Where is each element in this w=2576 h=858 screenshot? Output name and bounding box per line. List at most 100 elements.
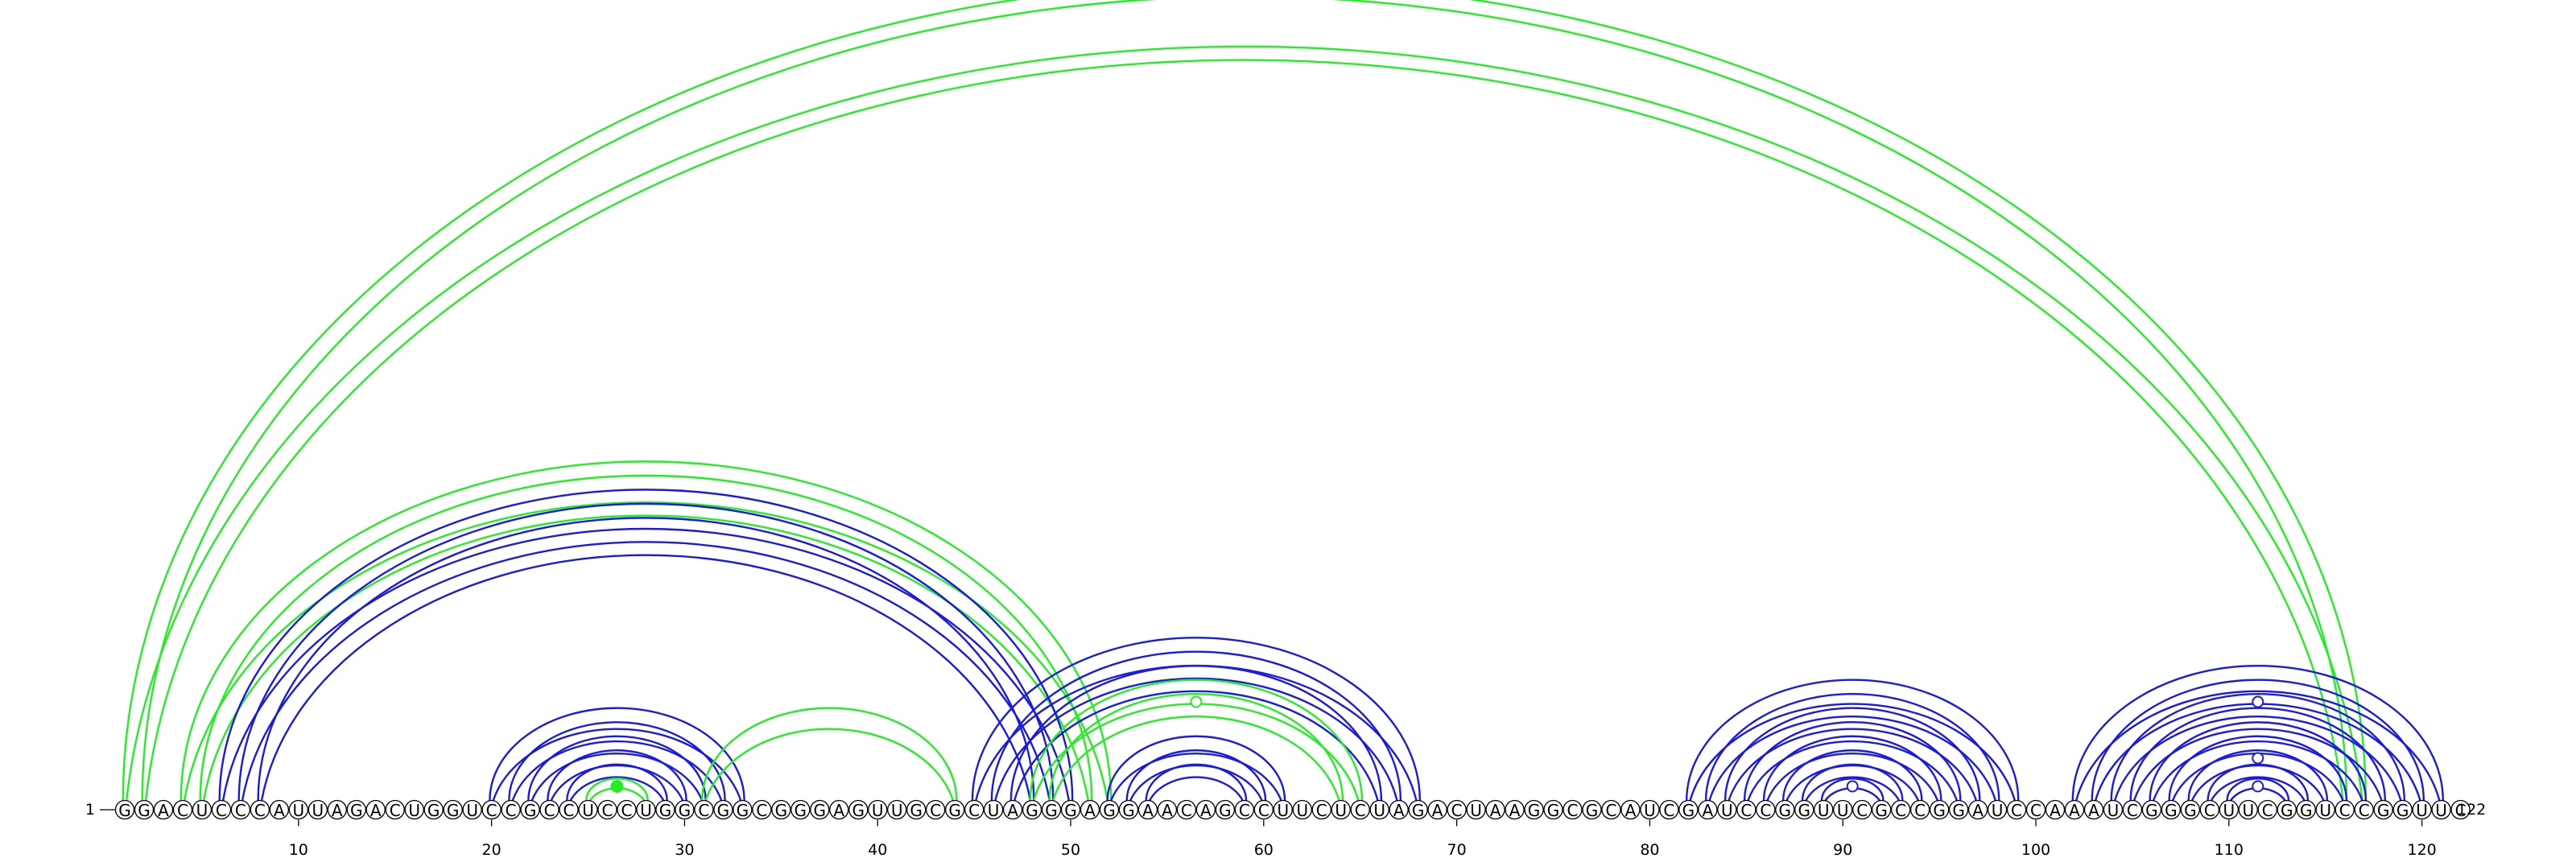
nucleotide-circle — [423, 799, 444, 820]
nucleotide-circle — [578, 799, 598, 820]
base-pair-arc-105-118 — [2129, 707, 2387, 801]
nucleotide-letter: G — [1779, 801, 1792, 820]
nucleotide-circle — [2103, 799, 2124, 820]
nucleotide-letter: C — [564, 801, 575, 820]
nucleotide-96: G — [1948, 799, 1969, 820]
nucleotide-circle — [810, 799, 830, 820]
nucleotide-letter: G — [659, 801, 672, 820]
nucleotide-109: C — [2199, 799, 2219, 820]
nucleotide-letter: U — [988, 801, 1000, 820]
nucleotide-circle — [2238, 799, 2258, 820]
nucleotide-circle — [2257, 799, 2277, 820]
nucleotide-letter: U — [1335, 801, 1347, 820]
base-pair-arc-52-61-inner — [1110, 753, 1282, 801]
nucleotide-circle — [1369, 799, 1389, 820]
nucleotide-83: A — [1698, 799, 1718, 820]
nucleotide-circle — [1601, 799, 1621, 820]
nucleotide-2: G — [134, 799, 155, 820]
base-pair-arc-53-60 — [1125, 749, 1267, 801]
nucleotide-circle — [1678, 799, 1699, 820]
base-pair-arc-83-98-inner — [1708, 715, 1997, 801]
nucleotide-circle — [617, 799, 637, 820]
nucleotide-33: G — [733, 799, 753, 820]
nucleotide-87: G — [1775, 799, 1795, 820]
nucleotide-8: C — [250, 799, 270, 820]
base-pair-arc-24-29-inner — [569, 776, 665, 802]
nucleotide-circle — [2141, 799, 2162, 820]
base-pair-arc-86-95-inner — [1766, 753, 1939, 801]
nucleotide-81: C — [1659, 799, 1679, 820]
base-pair-arc-49-64-inner — [1052, 715, 1340, 801]
nucleotide-62: U — [1292, 799, 1312, 820]
nucleotide-42: G — [906, 799, 927, 820]
nucleotide-34: C — [752, 799, 772, 820]
nucleotide-circle — [1775, 799, 1795, 820]
nucleotide-74: G — [1524, 799, 1544, 820]
nucleotide-51: A — [1080, 799, 1100, 820]
base-pair-arc-48-65-inner — [1033, 703, 1360, 801]
tick-label-120: 120 — [2407, 841, 2436, 858]
nucleotide-50: G — [1060, 799, 1081, 820]
base-pair-arc-45-68 — [971, 637, 1422, 801]
nucleotide-letter: G — [1122, 801, 1135, 820]
nucleotide-letter: G — [524, 801, 537, 820]
nucleotide-82: G — [1678, 799, 1699, 820]
nucleotide-circle — [2161, 799, 2182, 820]
nucleotide-letter: A — [1432, 801, 1443, 820]
nucleotide-letter: U — [292, 801, 304, 820]
nucleotide-circle — [2431, 799, 2451, 820]
nucleotide-letter: G — [910, 801, 923, 820]
nucleotide-letter: G — [1875, 801, 1888, 820]
nucleotide-circle — [462, 799, 482, 820]
nucleotide-52: G — [1099, 799, 1120, 820]
base-pair-arc-24-29 — [566, 763, 668, 801]
nucleotide-letter: G — [350, 801, 363, 820]
nucleotide-110: U — [2219, 799, 2239, 820]
nucleotide-letter: C — [1567, 801, 1579, 820]
base-pair-arc-53-60-inner — [1129, 764, 1263, 801]
nucleotide-circle — [1717, 799, 1737, 820]
base-pair-arc-1-117-inner — [126, 45, 2363, 801]
nucleotide-letter: C — [2204, 801, 2215, 820]
nucleotide-circle — [1099, 799, 1120, 820]
nucleotide-89: U — [1814, 799, 1834, 820]
nucleotide-letter: U — [2435, 801, 2447, 820]
nucleotide-letter: C — [506, 801, 517, 820]
base-pair-arc-22-31-inner — [530, 753, 704, 801]
nucleotide-letter: C — [1451, 801, 1463, 820]
nucleotide-circle — [944, 799, 965, 820]
nucleotide-letter: C — [1316, 801, 1327, 820]
nucleotide-117: C — [2354, 799, 2374, 820]
nucleotide-letter: C — [698, 801, 709, 820]
nucleotide-circle — [269, 799, 289, 820]
nucleotide-circle — [1292, 799, 1312, 820]
nucleotide-circle — [153, 799, 174, 820]
nucleotide-circle — [655, 799, 675, 820]
nucleotide-76: C — [1563, 799, 1583, 820]
nucleotide-letter: A — [274, 801, 285, 820]
nucleotide-98: U — [1987, 799, 2008, 820]
nucleotide-letter: C — [2262, 801, 2273, 820]
nucleotide-10: U — [288, 799, 308, 820]
nucleotide-letter: A — [1393, 801, 1405, 820]
nucleotide-letter: G — [1682, 801, 1695, 820]
nucleotide-23: C — [539, 799, 559, 820]
base-pair-arc-25-28 — [585, 778, 649, 801]
nucleotide-circle — [2373, 799, 2393, 820]
nucleotide-circle — [1447, 799, 1467, 820]
nucleotide-circle — [2006, 799, 2027, 820]
nucleotide-letter: C — [1856, 801, 1868, 820]
position-axis: 10 20 30 40 50 60 70 80 90 100 110 120 — [289, 819, 2437, 858]
nucleotide-circle — [1485, 799, 1505, 820]
nucleotide-circle — [308, 799, 328, 820]
nucleotide-92: G — [1872, 799, 1892, 820]
nucleotide-31: C — [694, 799, 714, 820]
base-pair-arc-86-95 — [1762, 735, 1942, 801]
nucleotide-letter: U — [1992, 801, 2004, 820]
nucleotide-letter: U — [1837, 801, 1849, 820]
nucleotide-circle — [1331, 799, 1351, 820]
nucleotide-14: A — [365, 799, 386, 820]
nucleotide-circle — [1002, 799, 1023, 820]
nucleotide-circle — [2277, 799, 2297, 820]
nucleotide-circle — [520, 799, 540, 820]
